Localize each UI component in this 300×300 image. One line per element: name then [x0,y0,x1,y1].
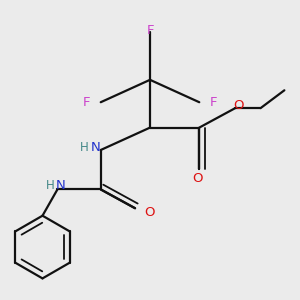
Text: N: N [91,141,100,154]
Text: H: H [46,179,54,192]
Text: F: F [210,96,218,109]
Text: O: O [233,99,243,112]
Text: H: H [80,141,89,154]
Text: O: O [193,172,203,185]
Text: N: N [56,179,66,192]
Text: O: O [144,206,155,219]
Text: F: F [82,96,90,109]
Text: F: F [146,24,154,37]
